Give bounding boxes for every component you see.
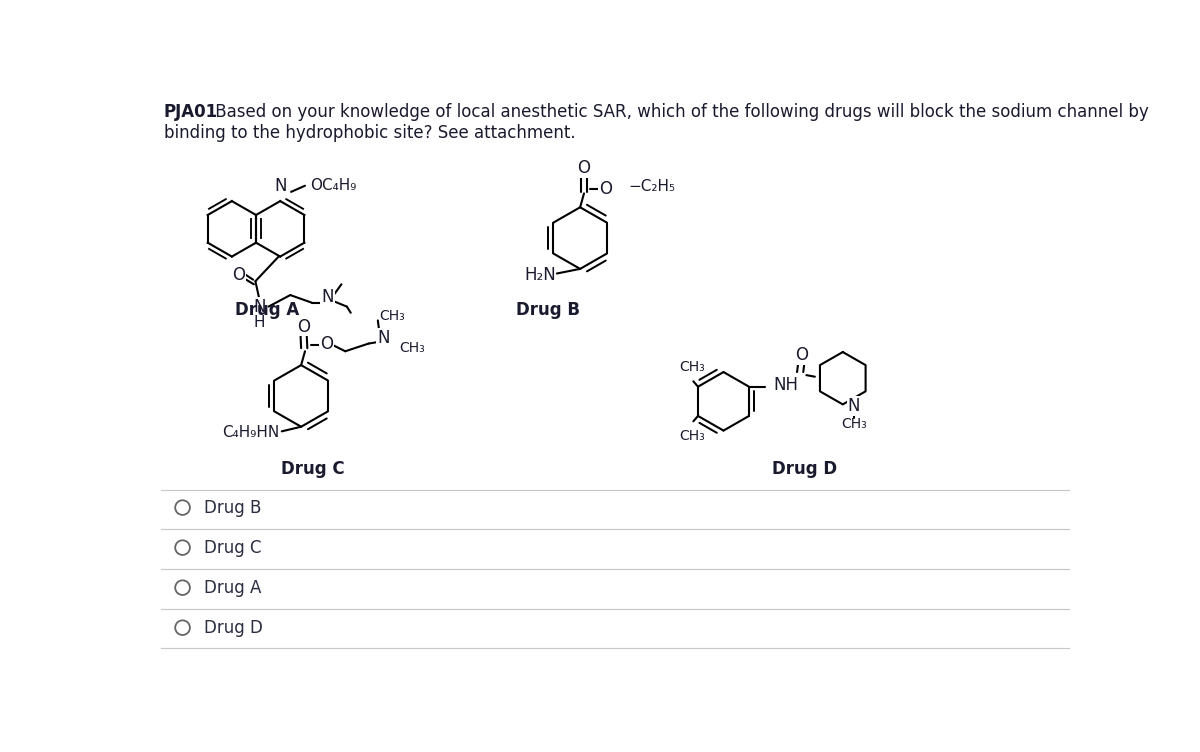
- Text: CH₃: CH₃: [679, 359, 704, 374]
- Text: O: O: [232, 266, 245, 284]
- Text: O: O: [320, 335, 334, 353]
- Text: OC₄H₉: OC₄H₉: [310, 178, 356, 193]
- Text: H₂N: H₂N: [524, 266, 556, 284]
- Text: N: N: [275, 177, 287, 195]
- Text: Drug A: Drug A: [235, 302, 300, 319]
- Text: O: O: [599, 180, 612, 198]
- Text: N: N: [847, 397, 860, 415]
- Text: PJA01: PJA01: [164, 103, 218, 121]
- Text: CH₃: CH₃: [679, 429, 704, 443]
- Text: O: O: [296, 317, 310, 335]
- Text: Based on your knowledge of local anesthetic SAR, which of the following drugs wi: Based on your knowledge of local anesthe…: [210, 103, 1150, 121]
- Text: CH₃: CH₃: [400, 341, 425, 355]
- Text: CH₃: CH₃: [841, 417, 866, 431]
- Text: −C₂H₅: −C₂H₅: [628, 179, 676, 194]
- Text: N: N: [253, 298, 265, 316]
- Text: Drug D: Drug D: [204, 619, 263, 637]
- Text: N: N: [377, 329, 390, 347]
- Text: O: O: [577, 159, 590, 177]
- Text: binding to the hydrophobic site? See attachment.: binding to the hydrophobic site? See att…: [164, 124, 576, 142]
- Text: Drug A: Drug A: [204, 578, 262, 596]
- Text: Drug C: Drug C: [204, 538, 262, 556]
- Text: O: O: [796, 346, 809, 364]
- Text: Drug D: Drug D: [773, 459, 838, 478]
- Text: Drug C: Drug C: [281, 459, 344, 478]
- Text: C₄H₉HN: C₄H₉HN: [222, 426, 280, 441]
- Text: Drug B: Drug B: [204, 499, 262, 517]
- Text: H: H: [253, 314, 265, 329]
- Text: CH₃: CH₃: [379, 309, 406, 323]
- Text: Drug B: Drug B: [516, 302, 580, 319]
- Text: N: N: [322, 288, 334, 306]
- Text: NH: NH: [774, 376, 799, 394]
